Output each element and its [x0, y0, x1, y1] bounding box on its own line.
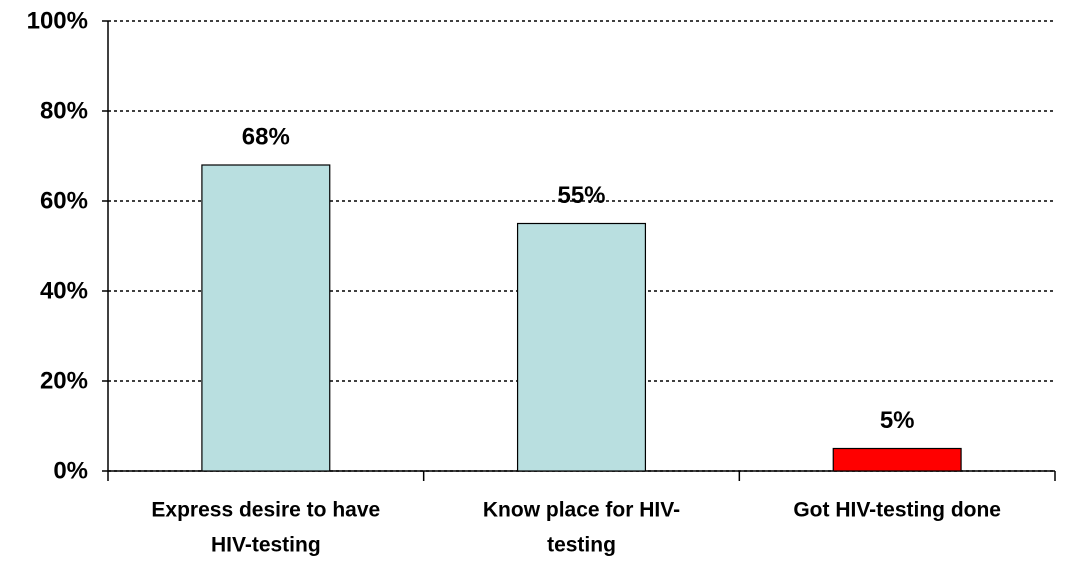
y-tick-label: 80% [40, 97, 88, 124]
y-tick-label: 60% [40, 187, 88, 214]
x-tick-label: Express desire to have [151, 499, 380, 522]
bar [516, 222, 647, 472]
x-tick-label: testing [547, 534, 616, 557]
bar [832, 447, 962, 472]
value-label: 5% [880, 407, 915, 434]
y-tick-label: 0% [53, 457, 88, 484]
value-label: 55% [557, 182, 605, 209]
y-tick-label: 40% [40, 277, 88, 304]
x-tick-label: Got HIV-testing done [793, 499, 1001, 522]
bar [201, 164, 331, 472]
x-tick-label: HIV-testing [211, 534, 321, 557]
x-tick-label: Know place for HIV- [483, 499, 680, 522]
value-label: 68% [242, 123, 290, 150]
y-tick-label: 20% [40, 367, 88, 394]
y-tick-label: 100% [27, 7, 88, 34]
